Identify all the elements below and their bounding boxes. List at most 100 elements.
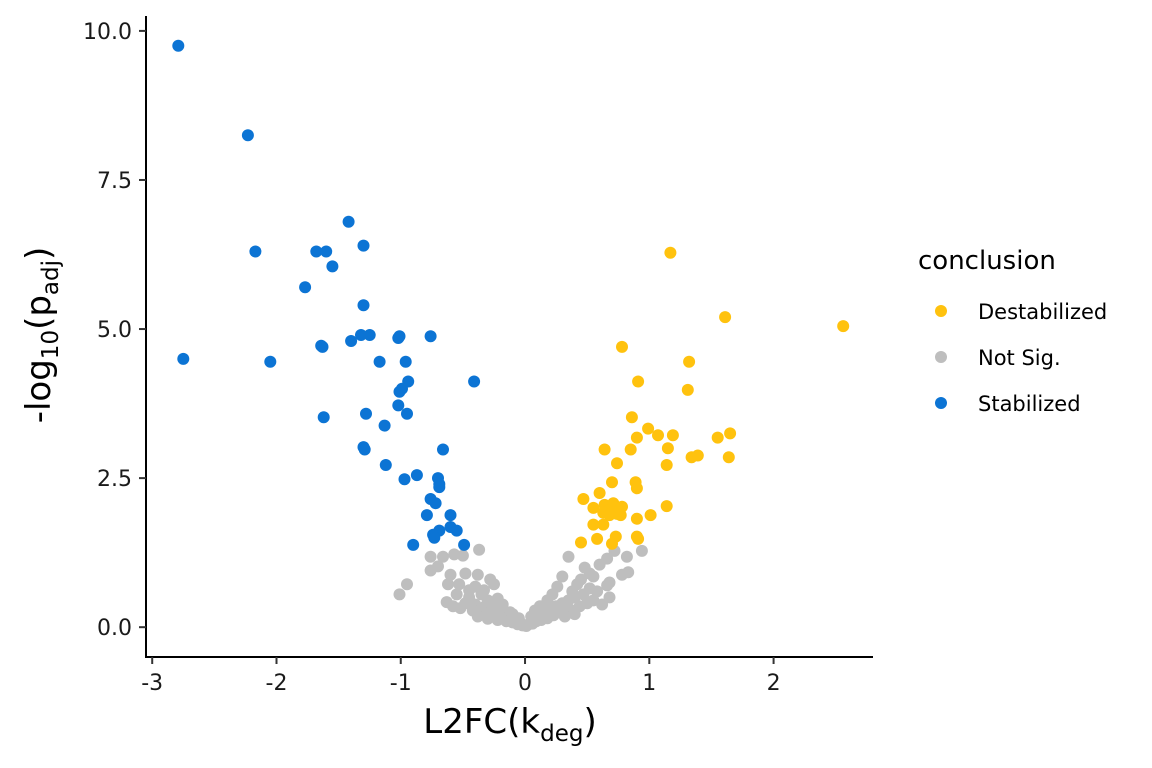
- point-destabilized: [632, 532, 645, 545]
- y-axis-title-sub1: 10: [38, 330, 64, 359]
- point-not-sig: [562, 550, 575, 563]
- point-stabilized: [429, 497, 442, 510]
- y-axis-title-pre: -log: [19, 359, 59, 423]
- point-not-sig: [481, 612, 494, 625]
- point-stabilized: [345, 335, 358, 347]
- point-stabilized: [444, 509, 457, 522]
- point-destabilized: [691, 449, 704, 462]
- point-destabilized: [644, 509, 657, 522]
- point-stabilized: [264, 355, 277, 368]
- legend-key-stabilized: [935, 397, 947, 409]
- legend-label-stabilized: Stabilized: [978, 392, 1081, 416]
- point-stabilized: [437, 443, 449, 456]
- point-destabilized: [722, 451, 735, 464]
- point-not-sig: [463, 591, 476, 604]
- point-destabilized: [837, 320, 850, 333]
- point-not-sig: [488, 578, 500, 591]
- point-destabilized: [624, 443, 637, 456]
- point-stabilized: [468, 375, 481, 388]
- point-stabilized: [379, 459, 392, 471]
- point-destabilized: [577, 493, 590, 505]
- legend-key-not-sig: [935, 351, 947, 363]
- y-axis-title-mid: (p: [19, 295, 59, 330]
- point-stabilized: [360, 407, 372, 420]
- point-stabilized: [172, 39, 185, 52]
- x-tick-label: 2: [767, 671, 781, 696]
- point-stabilized: [299, 281, 312, 294]
- legend-label-destabilized: Destabilized: [978, 300, 1107, 324]
- point-not-sig: [603, 591, 616, 604]
- point-stabilized: [241, 129, 254, 142]
- point-destabilized: [598, 443, 611, 456]
- point-stabilized: [320, 245, 333, 258]
- point-stabilized: [398, 473, 411, 486]
- legend-key-destabilized: [935, 305, 947, 317]
- point-destabilized: [611, 457, 623, 470]
- point-destabilized: [660, 459, 673, 471]
- point-destabilized: [606, 476, 618, 489]
- point-stabilized: [358, 443, 371, 456]
- point-not-sig: [622, 566, 635, 579]
- point-not-sig: [566, 585, 579, 598]
- y-tick-label: 0.0: [97, 616, 132, 641]
- point-stabilized: [316, 340, 329, 353]
- point-stabilized: [177, 352, 190, 365]
- point-not-sig: [442, 578, 454, 591]
- point-destabilized: [587, 518, 600, 531]
- point-not-sig: [496, 598, 509, 611]
- y-tick-label: 2.5: [97, 467, 132, 492]
- point-destabilized: [642, 422, 655, 435]
- point-stabilized: [458, 538, 471, 551]
- point-destabilized: [724, 427, 737, 440]
- point-not-sig: [558, 610, 571, 623]
- point-stabilized: [355, 329, 367, 341]
- point-stabilized: [450, 524, 463, 537]
- point-not-sig: [437, 550, 449, 563]
- point-not-sig: [556, 570, 569, 583]
- point-destabilized: [625, 411, 638, 424]
- point-not-sig: [393, 588, 406, 601]
- x-axis-title-main: L2FC(k: [423, 702, 540, 742]
- point-not-sig: [578, 561, 591, 574]
- point-destabilized: [652, 429, 664, 442]
- point-not-sig: [401, 578, 413, 591]
- point-destabilized: [603, 509, 616, 522]
- point-stabilized: [407, 538, 420, 551]
- point-destabilized: [683, 355, 696, 368]
- y-tick-label: 10.0: [83, 20, 132, 45]
- point-stabilized: [428, 531, 441, 544]
- point-not-sig: [459, 567, 472, 580]
- point-destabilized: [593, 487, 606, 499]
- point-not-sig: [512, 612, 525, 625]
- point-stabilized: [310, 245, 323, 258]
- y-axis-title-close: ): [19, 247, 59, 260]
- point-not-sig: [478, 584, 490, 597]
- point-stabilized: [424, 330, 437, 343]
- x-axis-title-sub: deg: [540, 721, 583, 747]
- point-stabilized: [317, 411, 330, 424]
- point-destabilized: [666, 429, 679, 442]
- legend-entries: Destabilized Not Sig. Stabilized: [935, 300, 1107, 416]
- legend-label-not-sig: Not Sig.: [978, 346, 1061, 370]
- point-stabilized: [401, 407, 413, 420]
- point-stabilized: [410, 469, 423, 482]
- point-stabilized: [373, 355, 386, 368]
- y-tick-label: 5.0: [97, 318, 132, 343]
- point-not-sig: [424, 550, 437, 563]
- point-not-sig: [453, 578, 466, 591]
- y-axis-title: -log10(padj): [19, 247, 64, 424]
- point-destabilized: [597, 518, 610, 531]
- point-not-sig: [620, 550, 633, 563]
- point-destabilized: [630, 482, 643, 495]
- point-stabilized: [342, 215, 355, 228]
- point-not-sig: [471, 568, 484, 581]
- point-not-sig: [568, 608, 581, 621]
- point-stabilized: [378, 419, 391, 432]
- point-not-sig: [525, 610, 538, 623]
- point-destabilized: [606, 537, 618, 550]
- x-tick-label: 0: [518, 671, 532, 696]
- legend-title: conclusion: [918, 246, 1056, 276]
- points-layer: [172, 39, 850, 632]
- point-not-sig: [481, 594, 494, 607]
